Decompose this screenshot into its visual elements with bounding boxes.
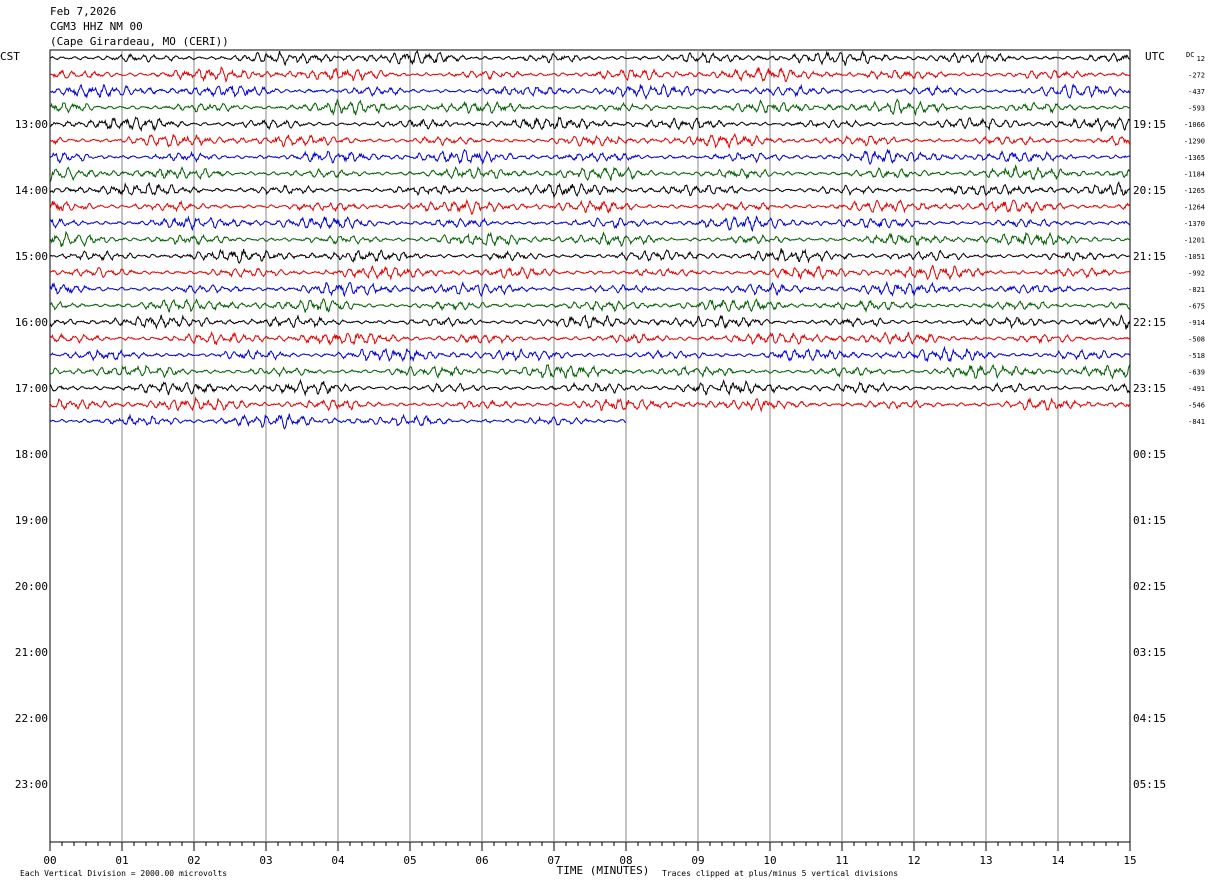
- x-tick-label: 01: [115, 854, 128, 867]
- right-hour-label: 03:15: [1133, 646, 1166, 659]
- x-tick-label: 05: [403, 854, 416, 867]
- dc-offset-label: -1264: [1184, 204, 1205, 212]
- x-tick-label: 15: [1123, 854, 1136, 867]
- right-hour-label: 04:15: [1133, 712, 1166, 725]
- x-tick-label: 04: [331, 854, 345, 867]
- dc-offset-label: -1051: [1184, 253, 1205, 261]
- trace-line-9: [49, 181, 1131, 199]
- left-hour-label: 21:00: [15, 646, 48, 659]
- trace-line-19: [49, 345, 1131, 363]
- right-axis-label-utc: UTC: [1145, 50, 1165, 63]
- left-hour-label: 19:00: [15, 514, 48, 527]
- x-tick-label: 09: [691, 854, 704, 867]
- left-hour-label: 22:00: [15, 712, 48, 725]
- trace-line-13: [49, 248, 1131, 264]
- trace-line-14: [49, 264, 1131, 281]
- right-hour-label: 21:15: [1133, 250, 1166, 263]
- footer-clip-note: Traces clipped at plus/minus 5 vertical …: [662, 869, 898, 878]
- left-hour-label: 14:00: [15, 184, 48, 197]
- dc-offset-label: -1184: [1184, 171, 1205, 179]
- plot-frame: [49, 49, 1131, 843]
- trace-line-7: [49, 148, 1131, 166]
- footer-scale-note: Each Vertical Division = 2000.00 microvo…: [20, 869, 227, 878]
- x-tick-label: 03: [259, 854, 272, 867]
- x-tick-label: 14: [1051, 854, 1065, 867]
- dc-offset-label: -841: [1188, 418, 1205, 426]
- trace-line-3: [49, 83, 1131, 101]
- trace-line-5: [49, 116, 1131, 133]
- left-hour-label: 18:00: [15, 448, 48, 461]
- right-hour-label: 20:15: [1133, 184, 1166, 197]
- trace-line-8: [49, 164, 1131, 182]
- dc-offset-label: -272: [1188, 72, 1205, 80]
- header-station: CGM3 HHZ NM 00: [50, 20, 143, 33]
- left-hour-label: 23:00: [15, 778, 48, 791]
- trace-line-23: [49, 413, 627, 430]
- trace-line-20: [49, 364, 1131, 380]
- trace-line-21: [49, 378, 1131, 397]
- header-date: Feb 7,2026: [50, 5, 117, 18]
- x-axis-title: TIME (MINUTES): [557, 864, 650, 877]
- dc-offset-label: -508: [1188, 336, 1205, 344]
- left-axis-label-cst: CST: [0, 50, 20, 63]
- dc-offset-label: -491: [1188, 385, 1205, 393]
- left-hour-label: 17:00: [15, 382, 48, 395]
- trace-line-10: [49, 198, 1131, 215]
- right-hour-label: 23:15: [1133, 382, 1166, 395]
- x-tick-label: 00: [43, 854, 56, 867]
- trace-line-17: [49, 314, 1131, 330]
- right-hour-label: 22:15: [1133, 316, 1166, 329]
- right-hour-label: 19:15: [1133, 118, 1166, 131]
- trace-line-18: [49, 331, 1131, 346]
- trace-line-16: [49, 298, 1131, 314]
- dc-offset-label: -914: [1188, 319, 1205, 327]
- x-tick-label: 02: [187, 854, 200, 867]
- dc-offset-label: -437: [1188, 88, 1205, 96]
- trace-line-1: [49, 49, 1131, 67]
- x-tick-label: 10: [763, 854, 776, 867]
- trace-line-11: [49, 215, 1131, 233]
- trace-line-6: [49, 132, 1131, 149]
- header-location: (Cape Girardeau, MO (CERI)): [50, 35, 229, 48]
- dc-offset-label: -593: [1188, 105, 1205, 113]
- dc-offset-label: -1370: [1184, 220, 1205, 228]
- left-hour-label: 16:00: [15, 316, 48, 329]
- trace-line-2: [49, 66, 1131, 84]
- dc-offset-label: -518: [1188, 352, 1205, 360]
- dc-offset-label: -1066: [1184, 121, 1205, 129]
- dc-label: DC: [1186, 51, 1194, 59]
- x-tick-label: 13: [979, 854, 992, 867]
- trace-line-12: [49, 230, 1131, 248]
- left-hour-label: 15:00: [15, 250, 48, 263]
- dc-offset-label: -675: [1188, 303, 1205, 311]
- x-tick-label: 12: [907, 854, 920, 867]
- trace-line-22: [49, 396, 1131, 413]
- dc-offset-label: -639: [1188, 369, 1205, 377]
- dc-offset-label: -1290: [1184, 138, 1205, 146]
- dc-offset-label: -1365: [1184, 154, 1205, 162]
- dc-offset-label: -1265: [1184, 187, 1205, 195]
- dc-offset-label: -1201: [1184, 237, 1205, 245]
- x-tick-label: 06: [475, 854, 488, 867]
- left-hour-label: 13:00: [15, 118, 48, 131]
- right-hour-label: 05:15: [1133, 778, 1166, 791]
- x-tick-label: 08: [619, 854, 632, 867]
- trace-line-15: [49, 280, 1131, 298]
- dc-offset-label: -992: [1188, 270, 1205, 278]
- right-hour-label: 00:15: [1133, 448, 1166, 461]
- left-hour-label: 20:00: [15, 580, 48, 593]
- dc-offset-label: 12: [1197, 55, 1205, 63]
- right-hour-label: 01:15: [1133, 514, 1166, 527]
- trace-line-4: [49, 98, 1131, 117]
- dc-offset-label: -821: [1188, 286, 1205, 294]
- x-tick-label: 11: [835, 854, 848, 867]
- dc-offset-label: -546: [1188, 402, 1205, 410]
- x-tick-label: 07: [547, 854, 560, 867]
- right-hour-label: 02:15: [1133, 580, 1166, 593]
